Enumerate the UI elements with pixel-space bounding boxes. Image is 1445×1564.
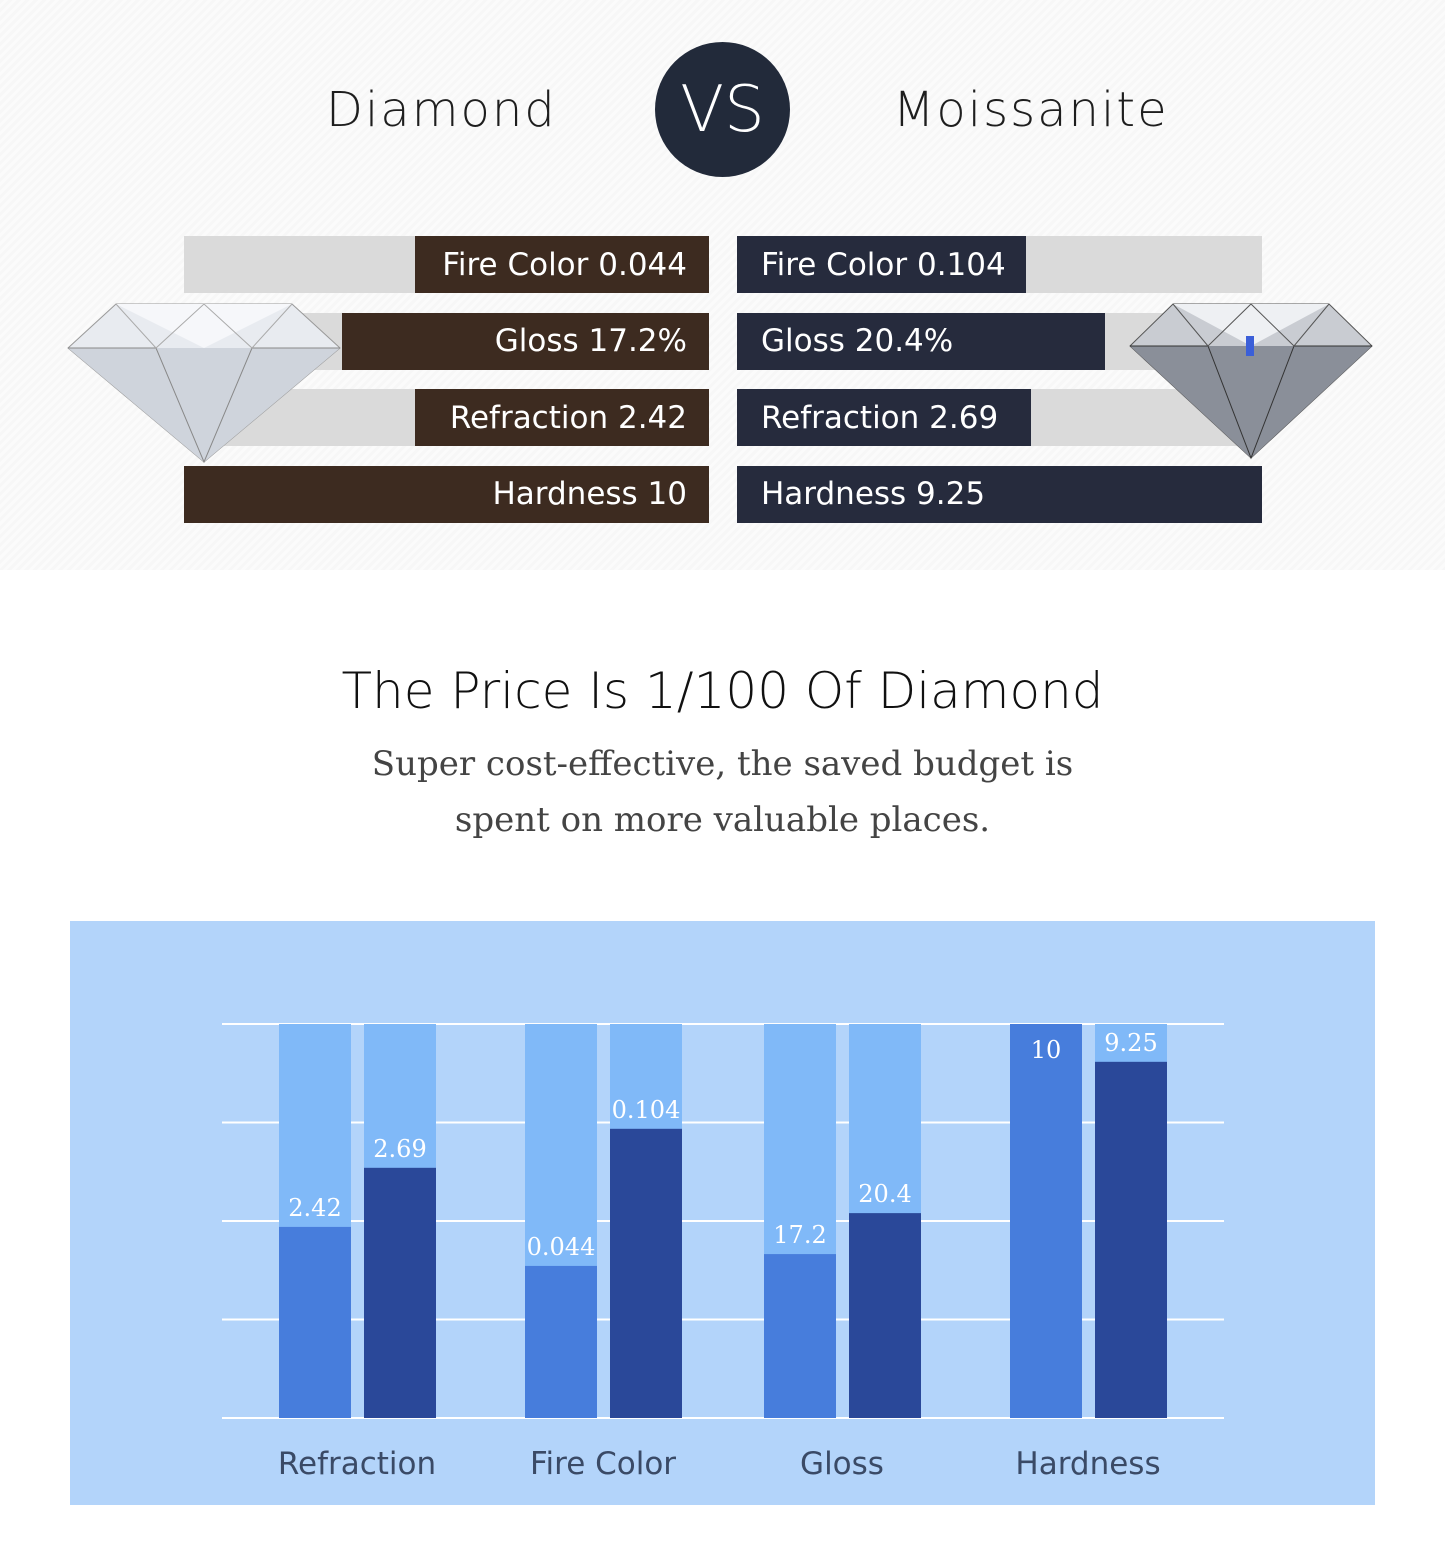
comparison-section: Diamond VS Moissanite Fire Color 0.044 Gl… bbox=[0, 0, 1445, 570]
diamond-bar-label: Fire Color 0.044 bbox=[415, 236, 709, 293]
diamond-bar-track: Fire Color 0.044 bbox=[184, 236, 709, 293]
diamond-bar-label: Refraction 2.42 bbox=[415, 389, 709, 446]
diamond-bar-label: Hardness 10 bbox=[184, 465, 709, 523]
price-subtitle-line1: Super cost-effective, the saved budget i… bbox=[371, 744, 1074, 784]
category-label: Hardness bbox=[1015, 1446, 1160, 1482]
data-label: 20.4 bbox=[858, 1180, 911, 1208]
bar-fire-color-0 bbox=[525, 1265, 597, 1418]
data-label: 10 bbox=[1031, 1036, 1062, 1064]
price-title: The Price Is 1/100 Of Diamond bbox=[341, 662, 1104, 720]
bar-gloss-0 bbox=[764, 1254, 836, 1418]
bar-refraction-1 bbox=[364, 1167, 436, 1418]
diamond-bar-track: Refraction 2.42 bbox=[184, 389, 709, 446]
moissanite-bar-track: Hardness 9.25 bbox=[737, 465, 1262, 523]
diamond-bar-track: Hardness 10 bbox=[184, 465, 709, 523]
bar-gloss-1 bbox=[849, 1213, 921, 1418]
comparison-bar-chart: 2.42 2.69 Refraction 0.044 0.104 Fire Color 17… bbox=[70, 921, 1375, 1505]
data-label: 2.42 bbox=[288, 1194, 341, 1222]
bar-fire-color-1 bbox=[610, 1128, 682, 1418]
moissanite-bar-label: Gloss 20.4% bbox=[737, 312, 1105, 370]
moissanite-bar-label: Hardness 9.25 bbox=[737, 465, 1262, 523]
bar-refraction-0 bbox=[279, 1226, 351, 1418]
diamond-gem-icon bbox=[67, 303, 341, 464]
data-label: 9.25 bbox=[1104, 1029, 1157, 1057]
data-label: 0.044 bbox=[527, 1233, 596, 1261]
bar-hardness-1 bbox=[1095, 1061, 1167, 1418]
moissanite-bar-track: Refraction 2.69 bbox=[737, 389, 1262, 446]
diamond-title: Diamond bbox=[326, 82, 557, 138]
moissanite-bar-label: Fire Color 0.104 bbox=[737, 236, 1026, 293]
moissanite-bar-track: Fire Color 0.104 bbox=[737, 236, 1262, 293]
vs-badge: VS bbox=[655, 42, 790, 177]
price-subtitle-line2: spent on more valuable places. bbox=[454, 800, 991, 840]
moissanite-title: Moissanite bbox=[893, 82, 1169, 138]
data-label: 17.2 bbox=[773, 1221, 826, 1249]
category-label: Fire Color bbox=[530, 1446, 676, 1482]
bar-hardness-0 bbox=[1010, 1024, 1082, 1418]
data-label: 2.69 bbox=[373, 1135, 426, 1163]
diamond-bar-label: Gloss 17.2% bbox=[341, 312, 709, 370]
data-label: 0.104 bbox=[612, 1096, 681, 1124]
moissanite-gem-icon bbox=[1129, 303, 1373, 460]
category-label: Gloss bbox=[800, 1446, 884, 1482]
moissanite-bar-label: Refraction 2.69 bbox=[737, 389, 1031, 446]
category-label: Refraction bbox=[278, 1446, 436, 1482]
